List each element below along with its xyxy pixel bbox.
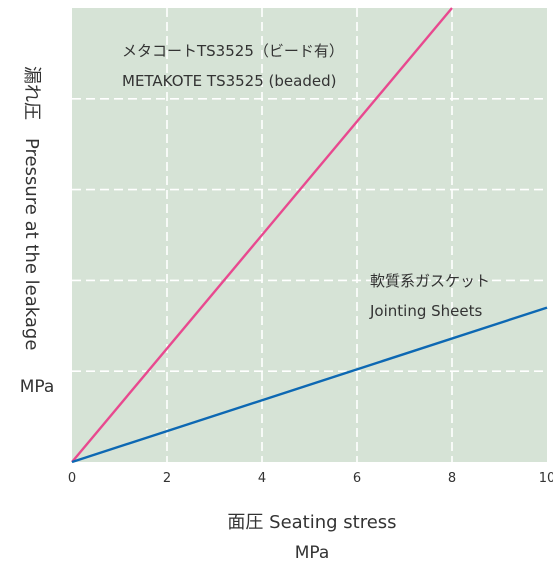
series-label-jointing-jp: 軟質系ガスケット (370, 272, 490, 290)
x-tick-label: 0 (68, 471, 76, 486)
x-tick-label: 4 (258, 471, 266, 486)
x-tick-label: 10 (539, 471, 553, 486)
y-axis-title-jp: 漏れ圧 (21, 66, 42, 120)
series-label-metakote-en: METAKOTE TS3525 (beaded) (122, 72, 336, 90)
x-axis-unit: MPa (295, 543, 330, 563)
series-line-jointing-sheets (71, 306, 548, 464)
x-tick-labels: 0 2 4 6 8 10 (68, 471, 553, 486)
y-axis-unit: MPa (20, 377, 55, 397)
series-label-jointing-en: Jointing Sheets (369, 302, 482, 320)
x-axis-title: 面圧 Seating stress (227, 512, 396, 533)
series-line-metakote (71, 7, 453, 463)
x-tick-label: 6 (353, 471, 361, 486)
series-lines (71, 7, 548, 464)
x-tick-label: 2 (163, 471, 171, 486)
plot-area (72, 8, 547, 462)
x-tick-label: 8 (448, 471, 456, 486)
series-label-metakote-jp: メタコートTS3525（ビード有） (122, 42, 344, 60)
y-axis-title-en: Pressure at the leakage (21, 138, 42, 350)
